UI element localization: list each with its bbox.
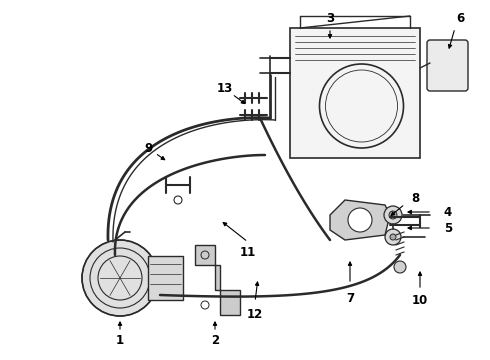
Text: 3: 3 [326,12,334,24]
Text: 11: 11 [240,246,256,258]
Text: 1: 1 [116,333,124,346]
Text: 6: 6 [456,12,464,24]
Text: 5: 5 [444,221,452,234]
Circle shape [389,211,397,219]
Text: 10: 10 [412,293,428,306]
Polygon shape [195,245,240,315]
FancyBboxPatch shape [148,256,183,300]
Circle shape [394,261,406,273]
Text: 7: 7 [346,292,354,305]
Circle shape [82,240,158,316]
Polygon shape [330,200,390,240]
Text: 8: 8 [411,192,419,204]
Circle shape [348,208,372,232]
FancyBboxPatch shape [427,40,468,91]
Circle shape [390,234,396,240]
Circle shape [385,229,401,245]
Text: 2: 2 [211,333,219,346]
Text: 13: 13 [217,81,233,95]
FancyBboxPatch shape [290,28,420,158]
Text: 12: 12 [247,309,263,321]
Text: 9: 9 [144,141,152,154]
Circle shape [384,206,402,224]
Text: 4: 4 [444,206,452,219]
